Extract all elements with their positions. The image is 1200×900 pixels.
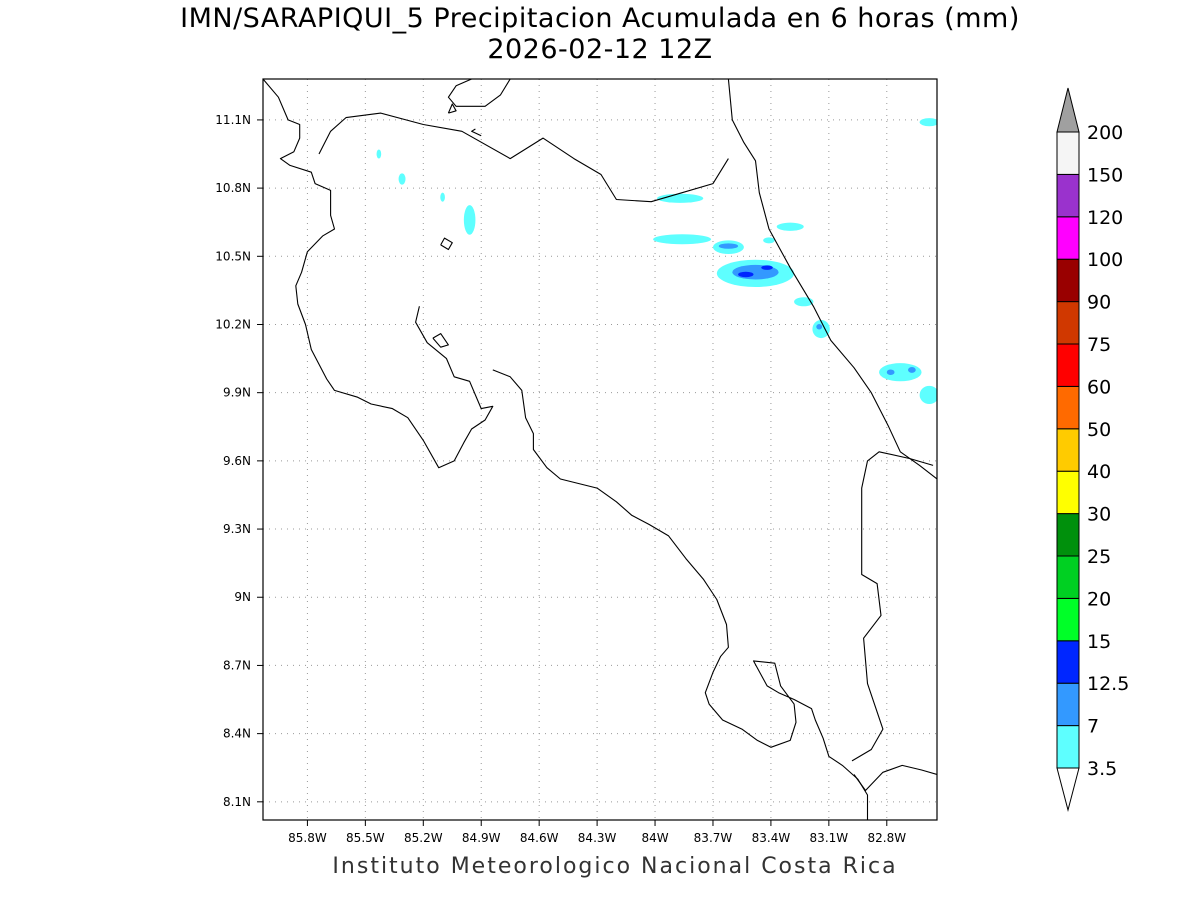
y-tick-label: 11.1N bbox=[215, 113, 251, 127]
x-tick-label: 83.1W bbox=[810, 831, 849, 845]
map-title: IMN/SARAPIQUI_5 Precipitacion Acumulada … bbox=[180, 3, 1020, 34]
colorbar-swatch bbox=[1056, 258, 1080, 303]
x-tick-label: 82.8W bbox=[867, 831, 906, 845]
colorbar-label: 12.5 bbox=[1087, 673, 1129, 695]
colorbar-label: 7 bbox=[1087, 716, 1099, 738]
colorbar-swatch bbox=[1056, 725, 1080, 769]
colorbar-label: 15 bbox=[1087, 631, 1111, 653]
y-tick-label: 9.9N bbox=[223, 386, 251, 400]
colorbar-swatch bbox=[1056, 682, 1080, 727]
precip-area bbox=[656, 193, 704, 203]
y-tick-label: 8.1N bbox=[223, 795, 251, 809]
colorbar-label: 90 bbox=[1087, 292, 1111, 314]
colorbar-label: 20 bbox=[1087, 588, 1111, 610]
colorbar-label: 3.5 bbox=[1087, 758, 1117, 780]
country-border bbox=[851, 451, 934, 762]
colorbar-label: 50 bbox=[1087, 419, 1111, 441]
precip-area bbox=[653, 234, 712, 245]
colorbar-swatch bbox=[1056, 597, 1080, 642]
colorbar-swatch bbox=[1056, 216, 1080, 260]
y-tick-label: 10.8N bbox=[215, 181, 251, 195]
y-axis-ticks: 11.1N 10.8N 10.5N 10.2N 9.9N 9.6N 9.3N 9N 8.7N 8.… bbox=[215, 113, 263, 809]
coastline bbox=[727, 79, 937, 480]
lake-outline bbox=[440, 237, 453, 251]
colorbar-label: 30 bbox=[1087, 504, 1111, 526]
y-tick-label: 9.6N bbox=[223, 454, 251, 468]
map-subtitle: 2026-02-12 12Z bbox=[487, 34, 713, 65]
coastline bbox=[471, 128, 482, 137]
colorbar-label: 100 bbox=[1087, 249, 1123, 271]
colorbar-swatch bbox=[1056, 555, 1080, 599]
precip-area bbox=[463, 205, 476, 235]
colorbar-label: 75 bbox=[1087, 334, 1111, 356]
colorbar-label: 120 bbox=[1087, 207, 1123, 229]
lake-outline bbox=[447, 103, 457, 114]
coastline bbox=[492, 369, 869, 820]
y-tick-label: 10.5N bbox=[215, 249, 251, 263]
lake-outline bbox=[432, 333, 449, 348]
x-axis-ticks: 85.8W 85.5W 85.2W 84.9W 84.6W 84.3W 84W 83.7W 83… bbox=[288, 820, 906, 845]
precip-area bbox=[738, 271, 754, 278]
precip-area bbox=[879, 363, 922, 382]
precip-area bbox=[718, 243, 739, 249]
precip-area bbox=[440, 192, 445, 202]
x-tick-label: 84.3W bbox=[578, 831, 617, 845]
coastline bbox=[263, 79, 494, 469]
colorbar-label: 40 bbox=[1087, 461, 1111, 483]
y-tick-label: 10.2N bbox=[215, 317, 251, 331]
colorbar-label: 200 bbox=[1087, 122, 1123, 144]
map-frame bbox=[262, 78, 938, 821]
colorbar-swatch bbox=[1056, 513, 1080, 557]
precip-area bbox=[908, 366, 916, 373]
y-tick-label: 9N bbox=[234, 590, 251, 604]
x-tick-label: 84.9W bbox=[462, 831, 501, 845]
colorbar-swatch bbox=[1056, 131, 1080, 175]
coastline-layer bbox=[263, 79, 937, 820]
precip-area bbox=[376, 149, 382, 159]
country-border bbox=[318, 112, 729, 203]
x-tick-label: 83.7W bbox=[694, 831, 733, 845]
precip-area bbox=[776, 222, 804, 231]
x-tick-label: 85.8W bbox=[288, 831, 327, 845]
colorbar-swatch bbox=[1056, 640, 1080, 684]
precip-area bbox=[812, 319, 830, 339]
precip-area bbox=[761, 265, 773, 270]
colorbar-max-triangle bbox=[1056, 87, 1080, 133]
precip-area bbox=[919, 385, 937, 405]
y-tick-label: 9.3N bbox=[223, 522, 251, 536]
colorbar-swatch bbox=[1056, 428, 1080, 472]
precipitation-layer bbox=[376, 118, 937, 405]
x-tick-label: 83.4W bbox=[752, 831, 791, 845]
footer-credit: Instituto Meteorologico Nacional Costa R… bbox=[332, 854, 898, 879]
colorbar-min-triangle bbox=[1056, 767, 1080, 812]
colorbar-label: 60 bbox=[1087, 376, 1111, 398]
precip-area bbox=[763, 237, 775, 244]
precip-area bbox=[398, 173, 406, 185]
colorbar-label: 150 bbox=[1087, 164, 1123, 186]
y-tick-label: 8.7N bbox=[223, 658, 251, 672]
colorbar-swatch bbox=[1056, 301, 1080, 345]
colorbar-swatch bbox=[1056, 343, 1080, 387]
coastline bbox=[853, 764, 937, 792]
x-tick-label: 85.5W bbox=[346, 831, 385, 845]
colorbar-swatch bbox=[1056, 173, 1080, 218]
coastline bbox=[447, 79, 511, 107]
precip-area bbox=[816, 324, 823, 330]
colorbar-swatch bbox=[1056, 470, 1080, 515]
y-tick-label: 8.4N bbox=[223, 727, 251, 741]
x-tick-label: 84.6W bbox=[520, 831, 559, 845]
x-tick-label: 84W bbox=[641, 831, 668, 845]
x-tick-label: 85.2W bbox=[404, 831, 443, 845]
colorbar-swatch bbox=[1056, 385, 1080, 430]
colorbar-label: 25 bbox=[1087, 546, 1111, 568]
precip-area bbox=[794, 297, 814, 307]
precip-area bbox=[919, 118, 937, 127]
map-grid bbox=[263, 79, 937, 820]
colorbar: 3.5 7 12.5 15 20 25 30 40 50 60 75 90 100 120 150 200 bbox=[1056, 87, 1129, 812]
precip-area bbox=[886, 369, 895, 375]
